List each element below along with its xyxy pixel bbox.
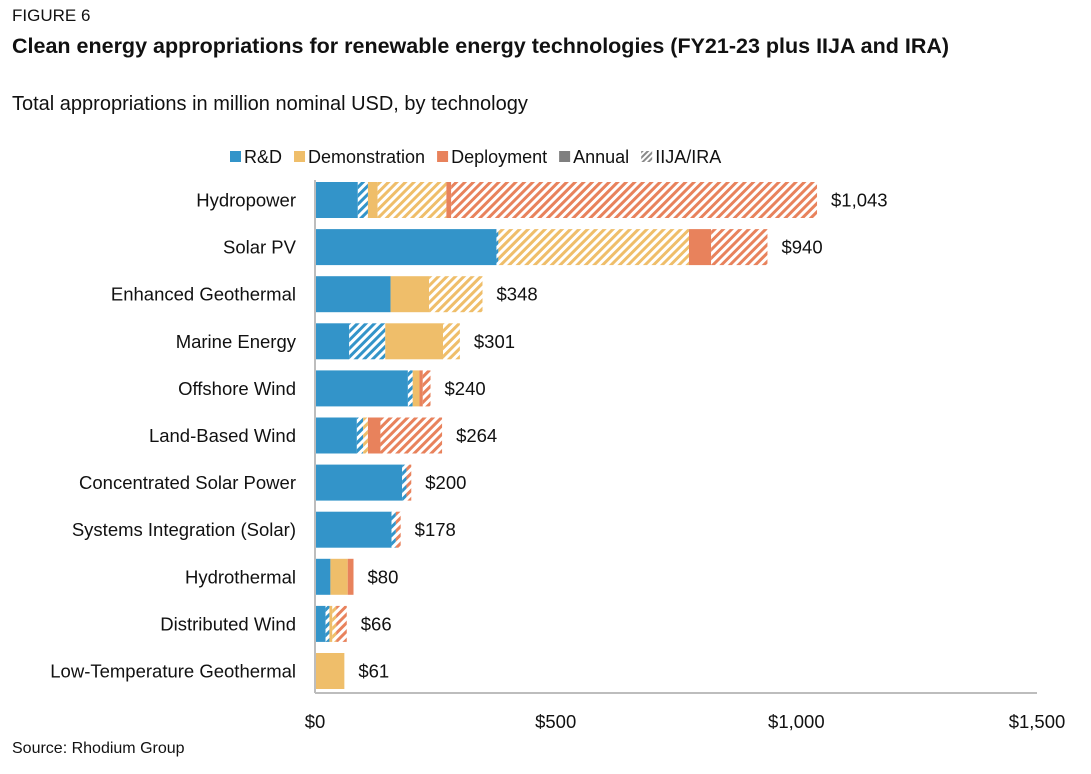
bar-land-based-wind-deployment-annual <box>367 417 381 454</box>
bar-hydrothermal-deployment-annual <box>347 558 354 595</box>
bar-hydropower-r-d-iija-ira <box>357 182 368 218</box>
x-tick-label-1000: $1,000 <box>768 711 825 732</box>
data-label-hydrothermal: $80 <box>368 566 399 587</box>
legend-swatch-annual <box>559 151 571 162</box>
x-tick-label-1500: $1,500 <box>1009 711 1066 732</box>
bar-enhanced-geothermal-demonstration-annual <box>390 276 430 313</box>
category-label-distributed-wind: Distributed Wind <box>160 613 296 634</box>
bar-offshore-wind-r-d-annual <box>315 370 408 407</box>
bar-hydropower-deployment-annual <box>446 182 452 218</box>
legend-label-iija-ira: IIJA/IRA <box>655 147 721 167</box>
legend-label-deployment: Deployment <box>451 147 547 167</box>
category-label-marine-energy: Marine Energy <box>176 331 297 352</box>
category-label-enhanced-geothermal: Enhanced Geothermal <box>111 284 296 305</box>
bar-hydropower-r-d-annual <box>315 182 358 218</box>
chart-legend: R&D Demonstration Deployment Annual IIJA/IRA <box>230 147 721 167</box>
bar-hydropower-demonstration-annual <box>367 182 378 218</box>
data-label-land-based-wind: $264 <box>456 425 497 446</box>
x-axis: $0 $500 $1,000 $1,500 <box>305 180 1066 732</box>
chart-subtitle: Total appropriations in million nominal … <box>12 93 528 115</box>
data-label-marine-energy: $301 <box>474 331 515 352</box>
legend-label-r-d: R&D <box>244 147 282 167</box>
bar-distributed-wind-demonstration-iija-ira <box>332 605 337 642</box>
category-label-systems-integration-solar: Systems Integration (Solar) <box>72 519 296 540</box>
bar-enhanced-geothermal-r-d-annual <box>315 276 391 313</box>
bar-low-temperature-geothermal-demonstration-annual <box>315 653 345 689</box>
legend-swatch-demonstration <box>294 151 306 162</box>
bar-solar-pv-deployment-annual <box>688 229 712 266</box>
bar-offshore-wind-deployment-annual <box>419 370 423 407</box>
bar-solar-pv-r-d-annual <box>315 229 497 266</box>
legend-swatch-iija-ira <box>641 151 653 162</box>
bar-hydropower-demonstration-iija-ira <box>377 182 447 218</box>
bar-hydrothermal-r-d-annual <box>315 558 331 595</box>
bar-hydropower-deployment-iija-ira <box>451 182 818 218</box>
bar-solar-pv-deployment-iija-ira <box>711 229 768 266</box>
data-label-solar-pv: $940 <box>781 237 822 258</box>
category-label-low-temperature-geothermal: Low-Temperature Geothermal <box>50 661 296 682</box>
bar-systems-integration-solar-deployment-iija-ira <box>395 511 401 548</box>
bar-land-based-wind-deployment-iija-ira <box>380 417 443 454</box>
bar-offshore-wind-deployment-iija-ira <box>422 370 431 407</box>
chart-title: Clean energy appropriations for renewabl… <box>12 34 950 58</box>
x-tick-label-500: $500 <box>535 711 576 732</box>
category-label-hydropower: Hydropower <box>196 190 296 211</box>
bar-concentrated-solar-power-r-d-annual <box>315 464 403 501</box>
bar-distributed-wind-r-d-annual <box>315 605 326 642</box>
data-label-concentrated-solar-power: $200 <box>425 472 466 493</box>
category-label-hydrothermal: Hydrothermal <box>185 566 296 587</box>
source-note: Source: Rhodium Group <box>12 740 185 757</box>
bar-systems-integration-solar-r-d-annual <box>315 511 392 548</box>
category-label-land-based-wind: Land-Based Wind <box>149 425 296 446</box>
bar-concentrated-solar-power-r-d-iija-ira <box>402 464 407 501</box>
legend-swatch-r-d <box>230 151 241 162</box>
bar-marine-energy-demonstration-annual <box>385 323 444 360</box>
bars <box>315 182 818 689</box>
bar-marine-energy-demonstration-iija-ira <box>443 323 460 360</box>
legend-swatch-deployment <box>437 151 449 162</box>
bar-solar-pv-r-d-iija-ira <box>496 229 499 266</box>
bar-offshore-wind-r-d-iija-ira <box>407 370 413 407</box>
x-tick-label-0: $0 <box>305 711 326 732</box>
bar-concentrated-solar-power-deployment-iija-ira <box>406 464 412 501</box>
bar-distributed-wind-r-d-iija-ira <box>325 605 330 642</box>
category-label-offshore-wind: Offshore Wind <box>178 378 296 399</box>
bar-land-based-wind-r-d-iija-ira <box>356 417 364 454</box>
category-label-solar-pv: Solar PV <box>223 237 297 258</box>
category-labels: Hydropower Solar PV Enhanced Geothermal Mar… <box>50 190 296 682</box>
bar-marine-energy-r-d-annual <box>315 323 350 360</box>
bar-systems-integration-solar-r-d-iija-ira <box>391 511 396 548</box>
bar-land-based-wind-r-d-annual <box>315 417 357 454</box>
legend-label-demonstration: Demonstration <box>308 147 425 167</box>
bar-marine-energy-r-d-iija-ira <box>349 323 386 360</box>
data-labels: $1,043 $940 $348 $301 $240 $264 $200 $178 $80 $66… <box>358 190 887 682</box>
bar-distributed-wind-demonstration-annual <box>329 605 333 642</box>
bar-land-based-wind-demonstration-iija-ira <box>363 417 368 454</box>
figure-label: FIGURE 6 <box>12 6 91 25</box>
bar-enhanced-geothermal-demonstration-iija-ira <box>429 276 483 313</box>
data-label-systems-integration-solar: $178 <box>415 519 456 540</box>
data-label-enhanced-geothermal: $348 <box>497 284 538 305</box>
bar-solar-pv-demonstration-iija-ira <box>498 229 689 266</box>
data-label-offshore-wind: $240 <box>445 378 486 399</box>
bar-offshore-wind-demonstration-annual <box>412 370 420 407</box>
legend-label-annual: Annual <box>573 147 629 167</box>
bar-distributed-wind-deployment-iija-ira <box>336 605 347 642</box>
data-label-low-temperature-geothermal: $61 <box>358 661 389 682</box>
bar-hydrothermal-demonstration-annual <box>330 558 348 595</box>
data-label-hydropower: $1,043 <box>831 190 888 211</box>
data-label-distributed-wind: $66 <box>361 613 392 634</box>
category-label-concentrated-solar-power: Concentrated Solar Power <box>79 472 296 493</box>
